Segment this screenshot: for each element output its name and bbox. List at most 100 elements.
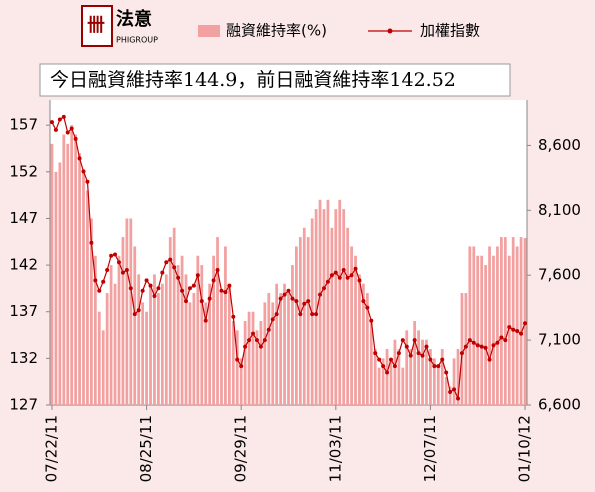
legend-swatch — [387, 28, 393, 34]
point — [81, 169, 86, 174]
bar — [105, 293, 109, 405]
point — [105, 268, 110, 273]
point — [69, 126, 74, 131]
y2-tick-label: 8,600 — [538, 136, 581, 154]
bar — [295, 246, 298, 405]
bar — [101, 330, 105, 405]
point — [215, 268, 220, 273]
point — [523, 321, 528, 326]
point — [278, 296, 283, 301]
y2-tick-label: 7,100 — [538, 331, 581, 349]
point — [452, 387, 457, 392]
bar — [133, 246, 137, 405]
bar — [436, 367, 440, 405]
point — [195, 273, 200, 278]
point — [483, 345, 488, 350]
bar — [164, 274, 168, 405]
bar — [82, 171, 85, 405]
bar — [153, 274, 156, 405]
point — [73, 136, 78, 141]
bar — [365, 293, 369, 405]
bar — [432, 358, 436, 405]
point — [302, 301, 307, 306]
bar — [492, 255, 495, 405]
bar — [397, 349, 401, 405]
bar — [302, 227, 306, 405]
bar — [192, 293, 196, 405]
logo-sub: PHIGROUP — [116, 36, 158, 45]
y-tick-label: 137 — [9, 302, 38, 320]
point — [128, 286, 133, 291]
bar — [70, 125, 74, 406]
bar — [216, 237, 219, 405]
y2-tick-label: 6,600 — [538, 396, 581, 414]
point — [471, 340, 476, 345]
point — [456, 396, 461, 401]
bar — [484, 265, 487, 405]
legend-label: 加權指數 — [420, 22, 480, 40]
bar — [180, 255, 184, 405]
point — [57, 117, 62, 122]
point — [424, 344, 429, 349]
point — [416, 351, 421, 356]
point — [164, 260, 169, 265]
legend-label: 融資維持率(%) — [226, 22, 327, 40]
point — [116, 260, 121, 265]
bar — [220, 293, 223, 405]
point — [392, 364, 397, 369]
point — [203, 318, 208, 323]
point — [97, 288, 102, 293]
bar — [149, 283, 152, 405]
point — [467, 338, 472, 343]
point — [404, 344, 409, 349]
point — [219, 288, 224, 293]
point — [168, 257, 173, 262]
point — [223, 290, 228, 295]
x-tick-label: 07/22/11 — [42, 415, 60, 482]
bar — [413, 321, 417, 405]
bar — [97, 311, 101, 405]
point — [373, 351, 378, 356]
point — [49, 120, 54, 125]
x-tick-label: 08/25/11 — [137, 415, 155, 482]
bar — [172, 227, 176, 405]
bar — [93, 255, 97, 405]
point — [420, 353, 425, 358]
y-tick-label: 157 — [9, 116, 38, 134]
bar — [322, 209, 326, 405]
point — [337, 275, 342, 280]
point — [251, 331, 256, 336]
point — [341, 268, 346, 273]
point — [400, 338, 405, 343]
bar — [168, 237, 172, 405]
point — [507, 325, 512, 330]
annotation: 今日融資維持率144.9，前日融資維持率142.52 — [50, 69, 456, 91]
bar — [129, 218, 133, 405]
bar — [243, 321, 247, 405]
point — [385, 370, 390, 375]
bar — [298, 237, 302, 405]
bar — [488, 246, 491, 405]
point — [353, 266, 358, 271]
y-tick-label: 127 — [9, 396, 38, 414]
bar — [224, 246, 227, 405]
point — [396, 351, 401, 356]
point — [101, 279, 106, 284]
x-tick-label: 12/07/11 — [421, 415, 439, 482]
bar — [464, 293, 468, 405]
point — [491, 343, 496, 348]
bar — [113, 283, 117, 405]
bar — [444, 377, 448, 405]
point — [191, 283, 196, 288]
bar — [472, 246, 476, 405]
bar — [507, 255, 511, 405]
bar — [511, 237, 515, 405]
bar — [417, 330, 420, 405]
bar — [160, 283, 164, 405]
y-tick-label: 152 — [9, 162, 38, 180]
bar — [279, 293, 282, 405]
bar — [137, 274, 141, 405]
bar — [499, 237, 503, 405]
